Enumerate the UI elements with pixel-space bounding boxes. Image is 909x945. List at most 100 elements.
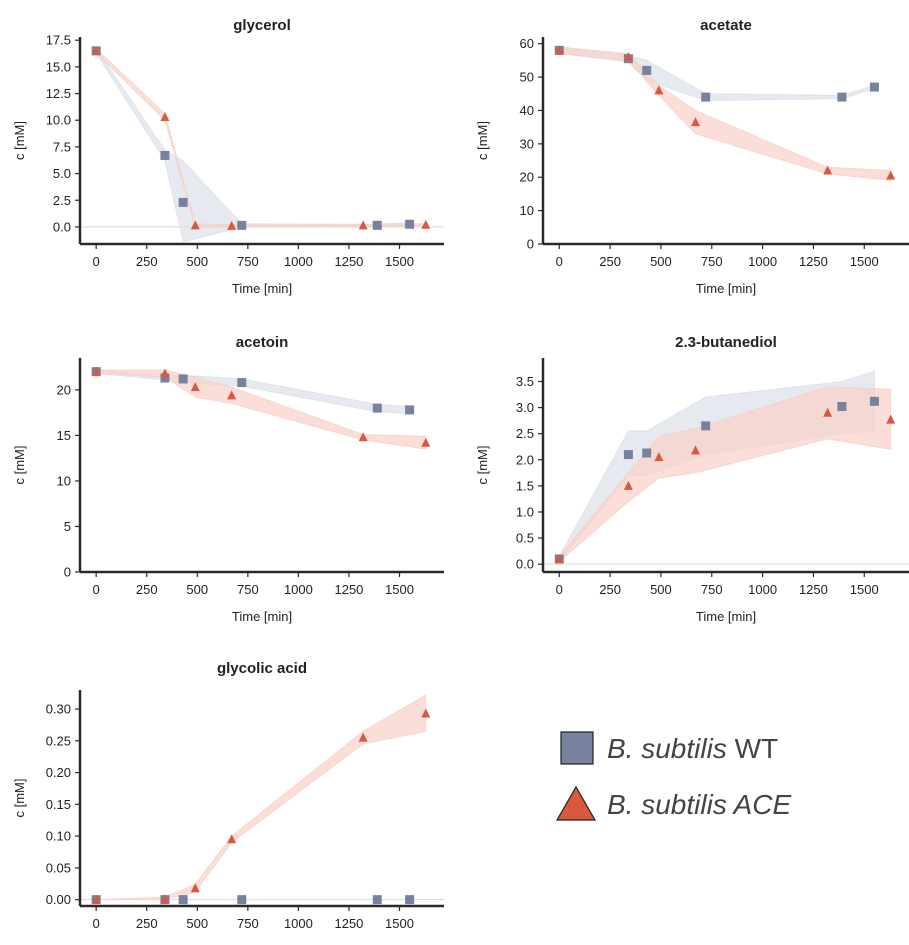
legend-wt-plain: WT <box>727 733 778 764</box>
x-tick-label: 1250 <box>799 254 828 269</box>
data-point-ace <box>421 219 431 229</box>
y-tick-label: 3.0 <box>516 400 534 415</box>
y-tick-label: 17.5 <box>46 33 71 48</box>
data-point-ace <box>190 220 200 230</box>
data-point-ace <box>554 553 564 563</box>
data-point-ace <box>823 165 833 175</box>
y-tick-label: 60 <box>520 36 534 51</box>
data-point-ace <box>227 834 237 844</box>
data-point-ace <box>160 894 170 904</box>
series-band-ace <box>95 47 427 228</box>
data-point-wt <box>837 92 847 102</box>
data-point-ace <box>421 437 431 447</box>
data-point-wt <box>405 895 415 905</box>
y-tick-label: 0.15 <box>46 797 71 812</box>
data-point-ace <box>91 45 101 55</box>
x-tick-label: 1000 <box>284 582 313 597</box>
y-tick-label: 2.5 <box>516 426 534 441</box>
data-point-wt <box>642 448 652 458</box>
data-point-wt <box>160 373 170 383</box>
y-tick-label: 3.5 <box>516 374 534 389</box>
chart-title: acetate <box>700 17 752 34</box>
data-point-ace <box>91 366 101 376</box>
data-point-ace <box>823 407 833 417</box>
data-point-ace <box>623 52 633 62</box>
y-tick-label: 40 <box>520 103 534 118</box>
y-tick-label: 0.20 <box>46 765 71 780</box>
y-tick-label: 2.5 <box>53 193 71 208</box>
data-point-wt <box>237 895 247 905</box>
y-axis-label: c [mM] <box>12 446 27 485</box>
data-point-ace <box>91 894 101 904</box>
y-axis-label: c [mM] <box>475 446 490 485</box>
data-point-ace <box>623 480 633 490</box>
chart-title: acetoin <box>236 334 289 351</box>
x-tick-label: 750 <box>701 254 723 269</box>
data-point-wt <box>372 895 382 905</box>
y-tick-label: 5.0 <box>53 166 71 181</box>
x-tick-label: 250 <box>599 582 621 597</box>
x-axis-label: Time [min] <box>232 943 292 945</box>
data-point-wt <box>405 219 415 229</box>
y-tick-label: 0 <box>64 565 71 580</box>
series-band-ace <box>96 694 427 901</box>
y-tick-label: 1.5 <box>516 478 534 493</box>
y-tick-label: 1.0 <box>516 504 534 519</box>
x-tick-label: 1000 <box>748 582 777 597</box>
x-tick-label: 0 <box>556 582 563 597</box>
x-tick-label: 0 <box>93 916 100 931</box>
y-tick-label: 50 <box>520 70 534 85</box>
chart-panel: acetate 0 10 20 30 40 50 60 0 250 500 750 1000 1250 15… <box>475 17 909 296</box>
data-point-ace <box>691 117 700 127</box>
x-tick-label: 1250 <box>334 254 363 269</box>
data-point-ace <box>358 220 368 230</box>
data-point-wt <box>160 150 170 160</box>
data-point-ace <box>654 452 664 462</box>
data-point-wt <box>178 197 188 207</box>
x-tick-label: 1500 <box>385 916 414 931</box>
data-point-ace <box>227 390 237 400</box>
x-tick-label: 500 <box>186 582 208 597</box>
chart-panel: acetoin 0 5 10 15 20 0 250 500 750 1000 1250 1500 Tim… <box>12 334 444 624</box>
data-point-ace <box>160 112 170 122</box>
y-tick-label: 0.30 <box>46 702 71 717</box>
y-axis-label: c [mM] <box>12 779 27 818</box>
x-tick-label: 0 <box>93 582 100 597</box>
data-point-ace <box>421 708 431 718</box>
data-point-wt <box>869 396 879 406</box>
legend-wt-label: B. subtilis WT <box>607 733 778 764</box>
data-point-ace <box>227 220 237 230</box>
y-tick-label: 0.10 <box>46 829 71 844</box>
chart-panel: glycerol 0.0 2.5 5.0 7.5 10.0 12.5 15.0 17.5 0 250… <box>12 17 444 296</box>
y-tick-label: 30 <box>520 136 534 151</box>
y-tick-label: 5 <box>64 519 71 534</box>
data-point-ace <box>358 732 368 742</box>
x-tick-label: 750 <box>701 582 723 597</box>
y-tick-label: 0.00 <box>46 892 71 907</box>
data-point-ace <box>190 382 200 392</box>
x-tick-label: 500 <box>650 254 672 269</box>
chart-title: 2.3-butanediol <box>675 334 777 351</box>
data-point-ace <box>691 445 700 455</box>
y-tick-label: 10.0 <box>46 113 71 128</box>
legend-ace-italic: B. subtilis ACE <box>607 789 791 820</box>
y-tick-label: 0.0 <box>53 219 71 234</box>
x-tick-label: 250 <box>136 916 158 931</box>
x-axis-label: Time [min] <box>696 281 756 296</box>
chart-panels: glycerol 0.0 2.5 5.0 7.5 10.0 12.5 15.0 17.5 0 250… <box>12 17 909 945</box>
data-point-ace <box>190 883 200 893</box>
x-tick-label: 750 <box>237 916 259 931</box>
x-tick-label: 250 <box>136 254 158 269</box>
y-tick-label: 2.0 <box>516 452 534 467</box>
data-point-ace <box>886 414 896 424</box>
y-tick-label: 0 <box>527 237 534 252</box>
x-tick-label: 1250 <box>334 582 363 597</box>
y-tick-label: 15.0 <box>46 59 71 74</box>
x-tick-label: 1500 <box>385 582 414 597</box>
series-band-ace <box>558 46 892 182</box>
data-point-wt <box>701 92 711 102</box>
y-tick-label: 10 <box>520 203 534 218</box>
x-tick-label: 500 <box>650 582 672 597</box>
y-tick-label: 0.05 <box>46 860 71 875</box>
